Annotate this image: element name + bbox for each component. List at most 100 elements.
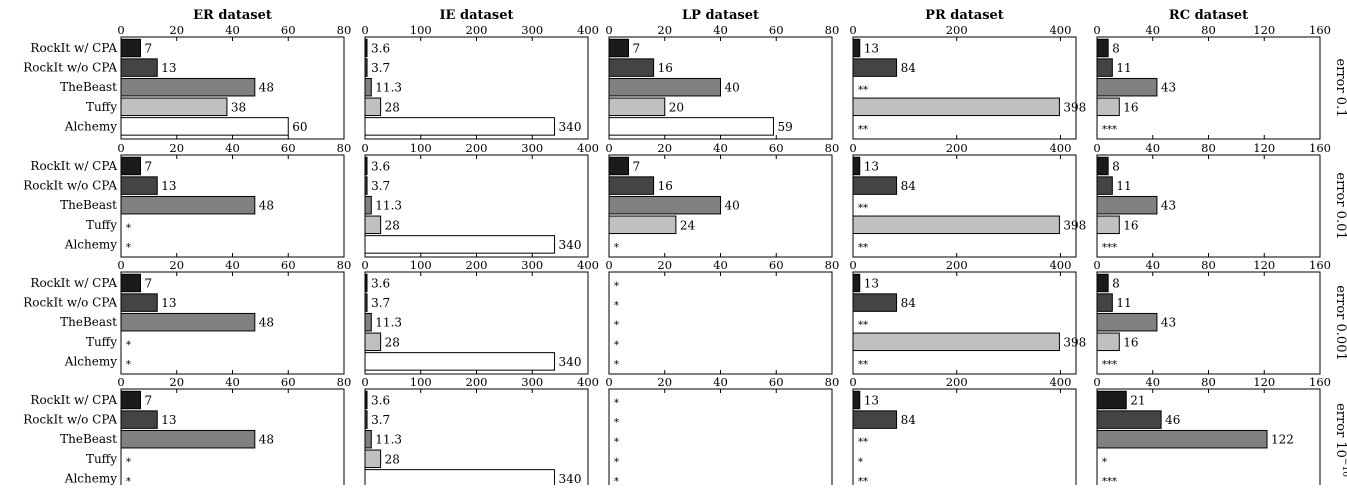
data-label: 3.6 bbox=[371, 394, 390, 408]
missing-marker: * bbox=[126, 340, 131, 351]
data-label: 3.7 bbox=[371, 61, 390, 75]
data-label: 13 bbox=[864, 160, 879, 174]
dataset-title: ER dataset bbox=[193, 8, 272, 23]
missing-marker: * bbox=[614, 242, 619, 253]
system-label: RockIt w/ CPA bbox=[30, 393, 117, 407]
panel-1-4: 0 200 400 13 84 ** 398 ** bbox=[849, 23, 1086, 140]
data-label: 398 bbox=[1063, 218, 1086, 232]
x-tick-label: 60 bbox=[281, 141, 296, 155]
missing-marker: * bbox=[614, 398, 619, 409]
system-label: RockIt w/o CPA bbox=[23, 413, 117, 427]
data-label: 28 bbox=[385, 335, 400, 349]
bar bbox=[608, 58, 655, 77]
bar bbox=[120, 312, 256, 332]
error-level-label: error 0.001 bbox=[1333, 285, 1347, 361]
bar bbox=[1096, 156, 1109, 176]
bar bbox=[364, 449, 382, 469]
panel-2-4: 0 200 400 13 84 ** 398 ** bbox=[849, 141, 1086, 258]
missing-marker: ** bbox=[858, 242, 868, 253]
missing-marker: * bbox=[1102, 457, 1107, 468]
x-tick-label: 0 bbox=[361, 141, 368, 155]
data-label: 8 bbox=[1112, 42, 1120, 56]
x-tick-label: 80 bbox=[337, 375, 352, 389]
bar bbox=[1096, 429, 1268, 449]
data-label: 16 bbox=[1123, 335, 1138, 349]
x-tick-label: 200 bbox=[946, 375, 968, 389]
bar bbox=[1096, 410, 1162, 429]
missing-marker: * bbox=[614, 301, 619, 312]
x-tick-label: 0 bbox=[361, 23, 368, 37]
missing-marker: ** bbox=[858, 476, 868, 485]
x-tick-label: 160 bbox=[1309, 258, 1331, 272]
data-label: 43 bbox=[1161, 199, 1176, 213]
bar bbox=[1096, 273, 1109, 293]
data-label: 7 bbox=[145, 277, 153, 291]
bar bbox=[1096, 77, 1158, 97]
missing-marker: ** bbox=[858, 203, 868, 214]
bar bbox=[120, 97, 228, 117]
data-label: 43 bbox=[1161, 81, 1176, 95]
panel-frame bbox=[852, 388, 1077, 489]
data-label: 13 bbox=[161, 61, 176, 75]
data-label: 48 bbox=[259, 433, 274, 447]
missing-marker: * bbox=[126, 223, 131, 234]
data-label: 84 bbox=[901, 296, 917, 310]
x-tick-label: 0 bbox=[361, 375, 368, 389]
x-tick-label: 0 bbox=[117, 23, 124, 37]
data-label: 48 bbox=[259, 316, 274, 330]
x-tick-label: 0 bbox=[849, 23, 856, 37]
bar bbox=[120, 273, 142, 293]
x-tick-label: 100 bbox=[410, 258, 432, 272]
data-label: 3.7 bbox=[371, 179, 390, 193]
missing-marker: * bbox=[614, 320, 619, 331]
data-label: 13 bbox=[161, 179, 176, 193]
panel-2-3: 0 20 40 60 80 7 16 40 24 * bbox=[605, 141, 839, 258]
data-label: 3.6 bbox=[371, 160, 390, 174]
panel-4-3: 0 20 40 60 80 * * * * * bbox=[605, 375, 839, 489]
system-label: RockIt w/o CPA bbox=[23, 296, 117, 310]
missing-marker: *** bbox=[1102, 242, 1117, 253]
dataset-title: LP dataset bbox=[682, 8, 759, 23]
bar bbox=[120, 58, 158, 77]
panel-frame bbox=[852, 271, 1077, 375]
data-label: 20 bbox=[669, 100, 684, 114]
system-label: TheBeast bbox=[60, 432, 117, 446]
missing-marker: * bbox=[614, 418, 619, 429]
bar bbox=[608, 195, 721, 215]
panel-3-2: 0 100 200 300 400 3.6 3.7 11.3 28 340 bbox=[361, 258, 599, 375]
bar bbox=[364, 58, 368, 77]
x-tick-label: 300 bbox=[521, 375, 543, 389]
panel-frame bbox=[852, 154, 1077, 258]
bar bbox=[1096, 390, 1127, 410]
bar bbox=[852, 176, 898, 195]
bar bbox=[364, 97, 382, 117]
bar bbox=[364, 429, 372, 449]
bar bbox=[852, 38, 861, 58]
data-label: 398 bbox=[1063, 335, 1086, 349]
system-label: RockIt w/o CPA bbox=[23, 179, 117, 193]
x-tick-label: 120 bbox=[1253, 258, 1275, 272]
missing-marker: *** bbox=[1102, 124, 1117, 135]
panel-1-3: 0 20 40 60 80 7 16 40 20 59 bbox=[605, 23, 839, 140]
x-tick-label: 60 bbox=[281, 375, 296, 389]
x-tick-label: 60 bbox=[281, 23, 296, 37]
data-label: 59 bbox=[777, 120, 792, 134]
bar bbox=[852, 97, 1060, 117]
system-label: Tuffy bbox=[86, 452, 117, 466]
x-tick-label: 120 bbox=[1253, 375, 1275, 389]
error-level-label: error 0.1 bbox=[1333, 59, 1347, 118]
bar bbox=[120, 117, 289, 136]
x-tick-label: 60 bbox=[769, 141, 784, 155]
data-label: 84 bbox=[901, 179, 917, 193]
system-label: Alchemy bbox=[64, 354, 117, 368]
data-label: 11.3 bbox=[375, 81, 402, 95]
panel-2-5: 0 40 80 120 160 8 11 43 16 *** bbox=[1093, 141, 1331, 258]
x-tick-label: 0 bbox=[117, 141, 124, 155]
system-label: TheBeast bbox=[60, 80, 117, 94]
system-label: RockIt w/o CPA bbox=[23, 61, 117, 75]
x-tick-label: 20 bbox=[169, 258, 184, 272]
x-tick-label: 400 bbox=[577, 258, 599, 272]
data-label: 11 bbox=[1116, 296, 1131, 310]
data-label: 28 bbox=[385, 218, 400, 232]
